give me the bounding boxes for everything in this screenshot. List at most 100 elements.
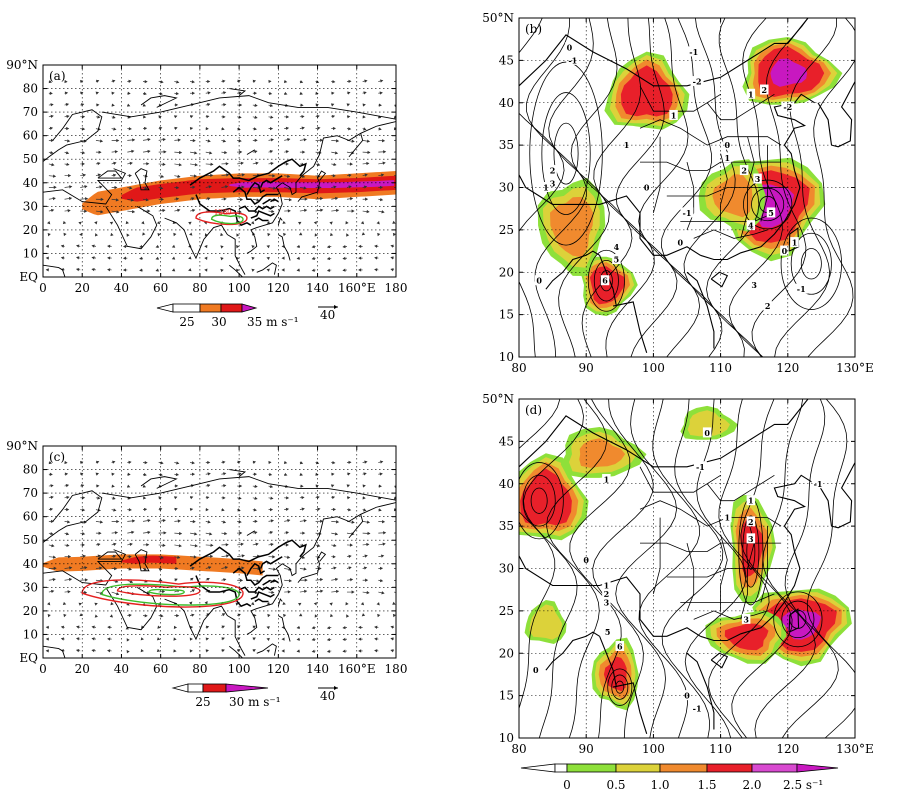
contour-red-0 (195, 211, 248, 226)
closed-isoline (553, 122, 579, 185)
contour-label-bg (565, 42, 574, 53)
y-tick-label: 30 (23, 199, 38, 213)
wind-arrowhead (95, 79, 100, 83)
wind-arrowhead (221, 613, 226, 617)
wind-arrowhead (301, 126, 305, 130)
wind-arrowhead (392, 601, 396, 605)
contour-label-6: 6 (602, 276, 608, 286)
wind-arrowhead (254, 519, 258, 523)
y-tick-label: 50 (23, 533, 38, 547)
wind-arrowhead (68, 196, 73, 201)
wind-arrowhead (194, 151, 198, 155)
wind-arrowhead (177, 138, 181, 142)
wind-arrowhead (348, 460, 352, 465)
wind-arrowhead (156, 637, 161, 641)
wind-arrowhead (193, 174, 198, 178)
wind-arrowhead (367, 531, 371, 536)
wind-arrowhead (81, 127, 86, 131)
wind-arrowhead (395, 91, 396, 95)
panel-label: (b) (525, 22, 542, 36)
contour-label-bg (723, 152, 732, 163)
wind-arrowhead (126, 484, 131, 488)
wind-arrowhead (128, 127, 132, 131)
wind-arrowhead (82, 115, 86, 119)
contour-label-3: 3 (751, 280, 757, 290)
coastline (277, 217, 283, 226)
coastline (140, 95, 178, 108)
y-tick-label: 10 (23, 246, 38, 260)
y-tick-label: 20 (499, 646, 514, 660)
coastline (229, 88, 247, 96)
contour-label-3: 3 (604, 597, 610, 607)
wind-arrowhead (64, 472, 69, 476)
wind-arrowhead (376, 221, 380, 225)
wind-arrowhead (97, 554, 101, 558)
closed-isoline (541, 92, 591, 216)
province-boundary (720, 153, 728, 230)
wind-arrowhead (65, 484, 70, 488)
wind-arrowhead (50, 519, 54, 524)
wind-arrowhead (222, 209, 227, 213)
wind-arrowhead (377, 496, 382, 500)
wind-arrowhead (298, 232, 303, 236)
wind-arrowhead (125, 626, 129, 630)
wind-arrowhead (270, 542, 274, 547)
wind-arrowhead (329, 221, 333, 225)
wind-arrowhead (129, 579, 134, 584)
wind-arrowhead (97, 173, 102, 177)
wind-arrowhead (189, 126, 194, 131)
wind-arrowhead (302, 531, 306, 535)
wind-arrowhead (320, 138, 324, 142)
contour-label-5: 5 (614, 255, 620, 265)
wind-arrowhead (175, 91, 180, 96)
wind-arrowhead (238, 139, 242, 143)
boundary-line (519, 18, 809, 87)
wind-arrowhead (126, 638, 130, 642)
wind-arrowhead (143, 126, 148, 131)
boundary-line (788, 608, 800, 633)
wind-arrowhead (347, 472, 351, 476)
wind-arrowhead (360, 220, 365, 225)
wind-arrowhead (76, 268, 80, 272)
wind-arrowhead (288, 198, 293, 202)
cbar-c-ref-vector-label: 40 (320, 689, 335, 703)
cbar-right-triangle (796, 763, 839, 773)
y-tick-label: 20 (23, 604, 38, 618)
province-boundary (686, 161, 695, 231)
wind-arrowhead (178, 544, 182, 548)
contour-label-2: 2 (748, 517, 754, 527)
wind-arrowhead (304, 578, 308, 582)
wind-arrowhead (158, 507, 163, 511)
wind-arrowhead (271, 590, 275, 594)
wind-arrowhead (342, 649, 346, 653)
wind-arrowhead (358, 637, 362, 641)
contour-label-bg (680, 207, 694, 218)
wind-arrowhead (379, 185, 384, 190)
wind-arrowhead (330, 232, 334, 237)
wind-arrow (393, 568, 396, 570)
wind-vectors (45, 79, 396, 273)
wind-arrowhead (299, 461, 304, 465)
wind-arrowhead (241, 554, 245, 558)
wind-arrowhead (68, 173, 72, 178)
cbar-a-label-25: 25 (179, 315, 194, 329)
wind-arrowhead (360, 601, 365, 606)
x-tick-label: 60 (153, 662, 168, 676)
wind-arrowhead (255, 542, 259, 546)
contour-label-bg (780, 245, 789, 256)
x-tick-label: 160°E (338, 281, 376, 295)
wind-arrowhead (188, 268, 192, 272)
wind-arrowhead (125, 220, 129, 225)
wind-arrowhead (315, 91, 319, 95)
boundary-line (599, 255, 617, 307)
y-tick-label: EQ (19, 270, 38, 284)
wind-arrowhead (177, 519, 181, 523)
wind-arrowhead (303, 138, 307, 142)
wind-arrowhead (84, 578, 89, 582)
wind-arrowhead (223, 91, 227, 95)
boundary-line (710, 652, 729, 669)
wind-arrowhead (220, 245, 224, 249)
wind-arrowhead (210, 162, 214, 166)
wind-arrowhead (225, 543, 229, 547)
wind-arrowhead (80, 460, 84, 465)
